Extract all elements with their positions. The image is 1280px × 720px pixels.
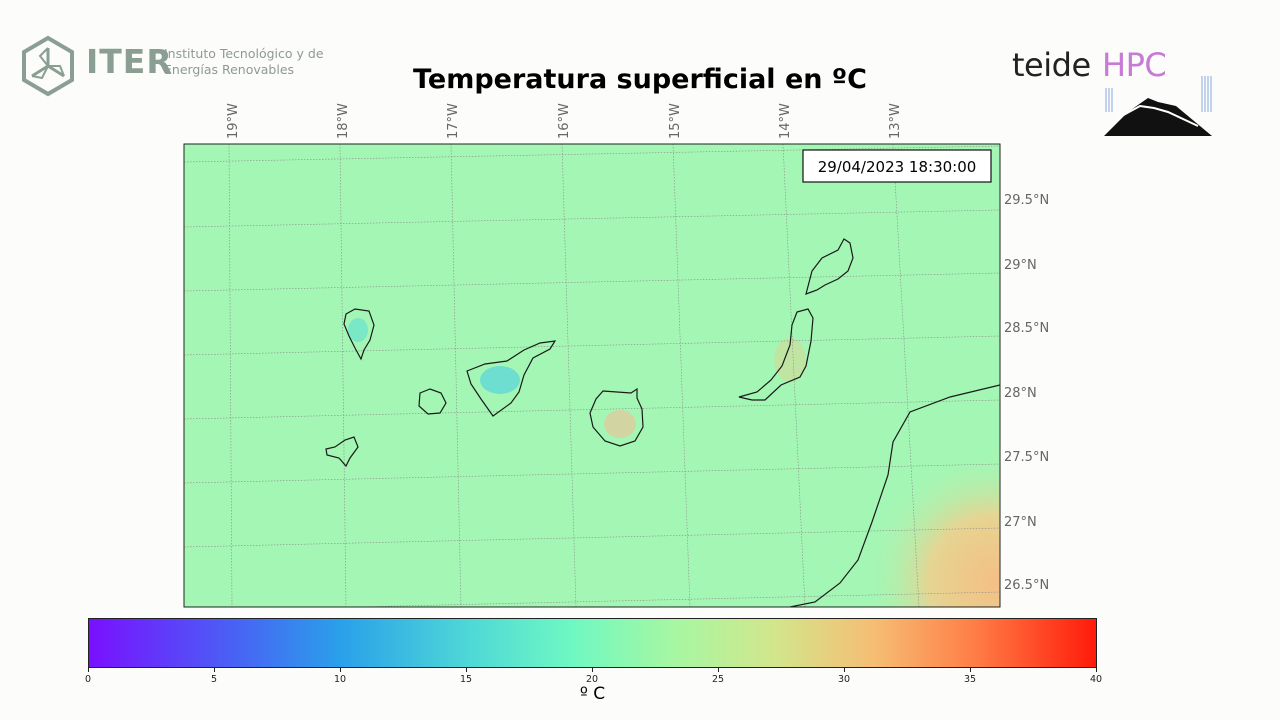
lon-label-13w: 13°W xyxy=(888,103,903,139)
lat-label-27n: 27°N xyxy=(1004,515,1037,530)
iter-hexagon-icon xyxy=(22,35,74,97)
colorbar xyxy=(88,618,1097,668)
cold-spot-la-palma xyxy=(348,318,368,342)
colorbar-tick-label: 10 xyxy=(333,674,347,685)
colorbar-tick xyxy=(970,668,971,672)
lon-label-14w: 14°W xyxy=(778,103,793,139)
colorbar-tick xyxy=(718,668,719,672)
parallel-29-5n xyxy=(184,209,1000,228)
warm-spot-fuerteventura xyxy=(774,338,806,382)
parallel-29n xyxy=(184,272,1000,292)
iter-wordmark: ITER xyxy=(86,42,173,81)
timestamp-text: 29/04/2023 18:30:00 xyxy=(818,158,977,176)
meridian-16w xyxy=(561,144,577,607)
colorbar-tick xyxy=(592,668,593,672)
warm-region xyxy=(760,360,1000,607)
map-title: Temperatura superficial en ºC xyxy=(413,64,867,95)
iter-subtitle: Instituto Tecnológico y de Energías Reno… xyxy=(164,46,324,78)
colorbar-tick xyxy=(844,668,845,672)
colorbar-tick-label: 35 xyxy=(963,674,977,685)
parallel-26-5n xyxy=(342,591,1000,607)
latitude-labels: 29.5°N 29°N 28.5°N 28°N 27.5°N 27°N 26.5… xyxy=(1004,193,1049,593)
colorbar-tick-label: 15 xyxy=(459,674,473,685)
colorbar-tick xyxy=(466,668,467,672)
graticule xyxy=(184,144,1000,607)
gran-canaria-coast xyxy=(589,387,644,447)
africa-coast xyxy=(789,384,1000,607)
cold-spot-tenerife xyxy=(480,366,520,394)
lon-label-18w: 18°W xyxy=(336,103,351,139)
lat-label-28-5n: 28.5°N xyxy=(1004,321,1049,336)
teide-volcano-icon xyxy=(1104,76,1212,136)
fuerteventura-coast xyxy=(738,308,814,401)
lon-label-19w: 19°W xyxy=(226,103,241,139)
iter-subtitle-line1: Instituto Tecnológico y de xyxy=(164,46,324,61)
colorbar-tick-label: 40 xyxy=(1089,674,1103,685)
la-palma-coast xyxy=(343,308,375,361)
colorbar-tick xyxy=(1096,668,1097,672)
hpc-wordmark: HPC xyxy=(1102,46,1167,84)
longitude-labels: 19°W 18°W 17°W 16°W 15°W 14°W 13°W xyxy=(226,103,903,139)
teide-wordmark: teide xyxy=(1012,46,1091,84)
iter-logo: ITER Instituto Tecnológico y de Energías… xyxy=(20,34,340,98)
lanzarote-coast xyxy=(805,238,854,295)
warm-spot-gran-canaria xyxy=(604,410,636,438)
parallel-28-5n xyxy=(184,335,1000,356)
meridian-18w xyxy=(339,144,347,607)
colorbar-tick-label: 5 xyxy=(210,674,218,685)
el-hierro-coast xyxy=(325,436,359,468)
meridian-15w xyxy=(672,144,691,607)
tenerife-coast xyxy=(466,340,557,417)
lat-label-29-5n: 29.5°N xyxy=(1004,193,1049,208)
iter-subtitle-line2: Energías Renovables xyxy=(164,62,295,77)
parallel-27-5n xyxy=(184,463,1000,484)
lat-label-28n: 28°N xyxy=(1004,386,1037,401)
teidehpc-logo: teide HPC xyxy=(1008,46,1223,141)
la-gomera-coast xyxy=(418,388,447,415)
map-frame xyxy=(183,143,1001,608)
colorbar-tick xyxy=(214,668,215,672)
lat-label-29n: 29°N xyxy=(1004,258,1037,273)
lon-label-17w: 17°W xyxy=(446,103,461,139)
lon-label-16w: 16°W xyxy=(557,103,572,139)
colorbar-tick-label: 0 xyxy=(84,674,92,685)
parallel-30n xyxy=(184,145,1000,163)
colorbar-ticks: 0 5 10 15 20 25 30 35 40 xyxy=(84,668,1102,688)
lat-label-27-5n: 27.5°N xyxy=(1004,450,1049,465)
colorbar-unit-label: º C xyxy=(579,684,606,704)
lat-label-26-5n: 26.5°N xyxy=(1004,578,1049,593)
colorbar-tick xyxy=(88,668,89,672)
meridian-19w xyxy=(228,144,233,607)
lon-label-15w: 15°W xyxy=(668,103,683,139)
colorbar-tick-label: 25 xyxy=(711,674,725,685)
colorbar-tick xyxy=(340,668,341,672)
meridian-17w xyxy=(450,144,462,607)
colorbar-tick-label: 30 xyxy=(837,674,851,685)
coastlines xyxy=(325,238,1000,607)
meridian-13w xyxy=(892,144,920,607)
parallel-27n xyxy=(184,527,1000,548)
meridian-14w xyxy=(782,144,806,607)
colorbar-tick-label: 20 xyxy=(585,674,599,685)
timestamp-box: 29/04/2023 18:30:00 xyxy=(802,149,992,183)
